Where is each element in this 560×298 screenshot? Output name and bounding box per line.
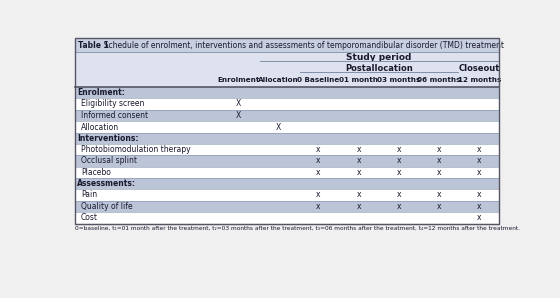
Text: x: x — [477, 168, 482, 177]
Bar — [74, 212, 500, 224]
Text: 0 Baseline: 0 Baseline — [297, 77, 339, 83]
Text: x: x — [356, 156, 361, 165]
Bar — [74, 98, 500, 110]
Text: x: x — [396, 168, 401, 177]
Bar — [74, 189, 500, 201]
Bar — [74, 121, 500, 133]
Text: x: x — [316, 145, 321, 154]
Bar — [74, 201, 500, 212]
Text: Interventions:: Interventions: — [77, 134, 138, 143]
Text: Postallocation: Postallocation — [345, 63, 413, 73]
Text: x: x — [356, 190, 361, 199]
Bar — [74, 155, 500, 167]
Text: x: x — [396, 156, 401, 165]
Text: x: x — [437, 145, 441, 154]
Bar — [74, 110, 500, 121]
Text: X: X — [276, 122, 281, 131]
Text: Assessments:: Assessments: — [77, 179, 136, 188]
Text: x: x — [356, 168, 361, 177]
Text: 01 month: 01 month — [339, 77, 378, 83]
Text: Occlusal splint: Occlusal splint — [81, 156, 137, 165]
Text: x: x — [437, 156, 441, 165]
Text: Allocation: Allocation — [81, 122, 119, 131]
Text: x: x — [477, 202, 482, 211]
Text: X: X — [236, 111, 241, 120]
Text: Table 1: Table 1 — [78, 41, 109, 49]
Text: Schedule of enrolment, interventions and assessments of temporomandibular disord: Schedule of enrolment, interventions and… — [100, 41, 505, 49]
Text: x: x — [396, 190, 401, 199]
Text: x: x — [356, 145, 361, 154]
Bar — [74, 38, 500, 52]
Text: x: x — [316, 190, 321, 199]
Text: Cost: Cost — [81, 213, 98, 222]
Text: x: x — [437, 190, 441, 199]
Text: Informed consent: Informed consent — [81, 111, 148, 120]
Text: x: x — [437, 202, 441, 211]
Bar — [74, 38, 500, 224]
Bar — [74, 178, 500, 189]
Text: 0=baseline, t₁=01 month after the treatment, t₂=03 months after the treatment, t: 0=baseline, t₁=01 month after the treatm… — [76, 226, 520, 231]
Text: Placebo: Placebo — [81, 168, 111, 177]
Bar — [74, 63, 500, 74]
Text: x: x — [477, 190, 482, 199]
Bar — [74, 87, 500, 98]
Bar — [74, 167, 500, 178]
Bar — [74, 52, 500, 63]
Text: x: x — [396, 202, 401, 211]
Text: Allocation: Allocation — [258, 77, 298, 83]
Text: Enrolment:: Enrolment: — [77, 88, 125, 97]
Text: x: x — [356, 202, 361, 211]
Text: x: x — [477, 156, 482, 165]
Text: Quality of life: Quality of life — [81, 202, 133, 211]
Text: 06 months: 06 months — [417, 77, 461, 83]
Text: Closeout: Closeout — [459, 63, 500, 73]
Text: 03 months: 03 months — [377, 77, 421, 83]
Text: x: x — [316, 202, 321, 211]
Bar — [74, 74, 500, 87]
Text: x: x — [396, 145, 401, 154]
Text: x: x — [477, 145, 482, 154]
Text: x: x — [477, 213, 482, 222]
Text: Eligibility screen: Eligibility screen — [81, 100, 144, 108]
Text: Photobiomodulation therapy: Photobiomodulation therapy — [81, 145, 190, 154]
Bar — [74, 144, 500, 155]
Text: Pain: Pain — [81, 190, 97, 199]
Text: x: x — [316, 156, 321, 165]
Text: 12 months: 12 months — [458, 77, 501, 83]
Text: x: x — [437, 168, 441, 177]
Text: Enrolment: Enrolment — [217, 77, 259, 83]
Text: Study period: Study period — [346, 53, 412, 62]
Bar — [74, 133, 500, 144]
Text: X: X — [236, 100, 241, 108]
Text: x: x — [316, 168, 321, 177]
